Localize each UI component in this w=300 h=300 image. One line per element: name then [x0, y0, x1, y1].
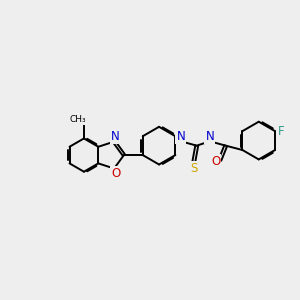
Text: O: O	[111, 167, 120, 180]
Text: O: O	[211, 155, 220, 168]
Text: H: H	[207, 130, 214, 139]
Text: S: S	[190, 162, 197, 175]
Text: CH₃: CH₃	[70, 115, 86, 124]
Text: H: H	[178, 130, 185, 139]
Text: N: N	[111, 130, 120, 143]
Text: N: N	[176, 130, 185, 143]
Text: N: N	[206, 130, 214, 143]
Text: F: F	[278, 125, 285, 138]
